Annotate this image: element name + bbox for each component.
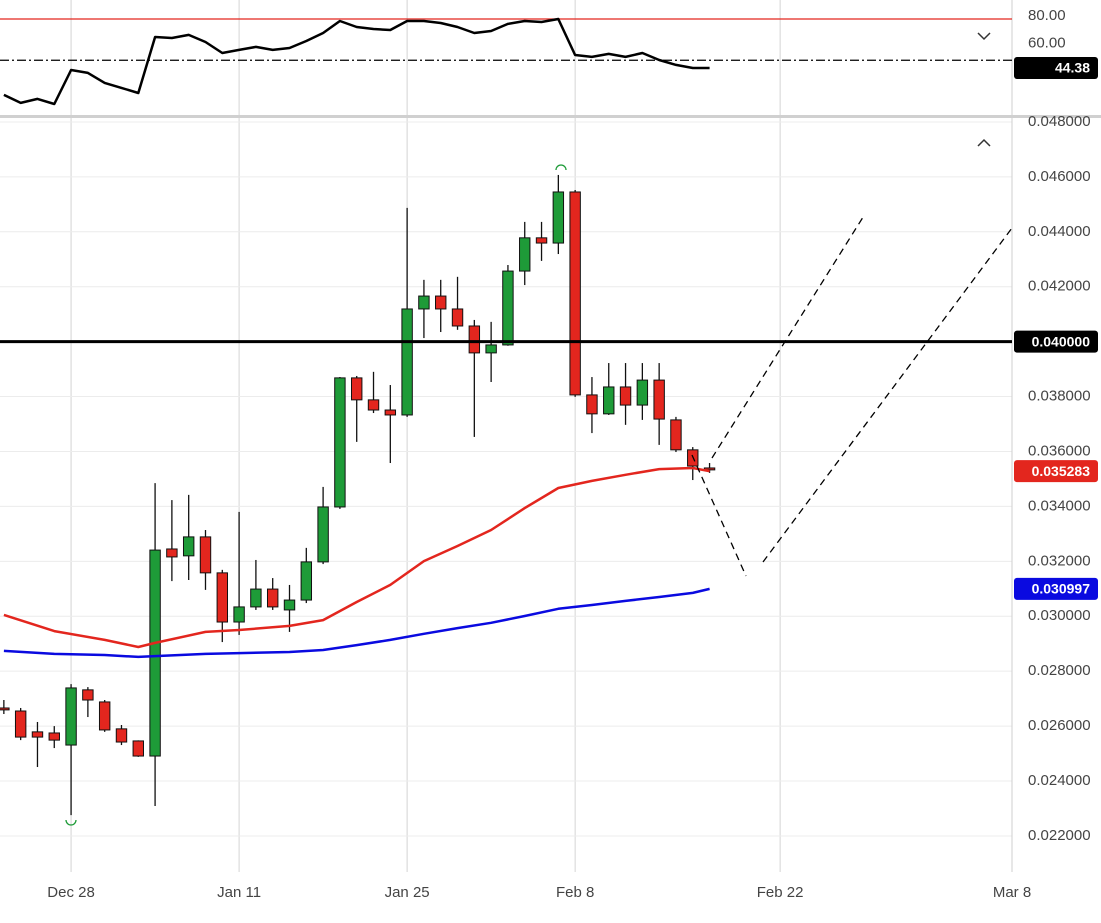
x-tick-label: Feb 22 xyxy=(757,884,804,901)
candle-body xyxy=(401,308,413,416)
y-tick-label: 0.022000 xyxy=(1028,827,1091,844)
y-tick-label: 0.048000 xyxy=(1028,113,1091,130)
y-tick-label: 0.026000 xyxy=(1028,717,1091,734)
last-value-label-bg xyxy=(1014,56,1098,79)
candle-body xyxy=(367,399,380,411)
candle-body xyxy=(98,701,111,731)
trend-line xyxy=(711,213,866,459)
y-tick-label: 0.036000 xyxy=(1028,442,1091,459)
candle-body xyxy=(132,740,144,757)
y-tick-label: 0.038000 xyxy=(1028,388,1091,405)
candle-body xyxy=(418,295,430,310)
candle-body xyxy=(82,689,94,701)
y-tick-label: 0.032000 xyxy=(1028,552,1091,569)
last-value-label-bg xyxy=(1014,577,1098,600)
last-value-label: 0.035283 xyxy=(1032,463,1091,479)
rsi-line xyxy=(3,17,710,106)
x-tick-label: Dec 28 xyxy=(47,884,95,901)
candle-body xyxy=(250,588,262,608)
y-tick-label: 0.030000 xyxy=(1028,607,1091,624)
candle-body xyxy=(182,536,195,557)
moving-average-line xyxy=(3,587,710,659)
y-tick-label: 60.00 xyxy=(1028,34,1066,51)
candle-body xyxy=(199,536,212,574)
y-tick-label: 0.024000 xyxy=(1028,772,1091,789)
collapse-button[interactable] xyxy=(977,138,991,147)
candle-body xyxy=(569,191,581,396)
y-tick-label: 0.044000 xyxy=(1028,223,1091,240)
plot-layer xyxy=(0,17,1012,816)
candle-body xyxy=(48,732,60,741)
x-tick-label: Feb 8 xyxy=(556,884,594,901)
candle-body xyxy=(216,572,229,623)
candle-body xyxy=(334,377,346,508)
candle-body xyxy=(535,237,548,244)
trend-line xyxy=(691,454,747,577)
level-label: 0.040000 xyxy=(1032,333,1091,349)
candle-body xyxy=(317,506,329,563)
y-tick-label: 0.046000 xyxy=(1028,168,1091,185)
candle-body xyxy=(149,549,161,757)
level-label-bg xyxy=(1014,330,1098,353)
last-value-label-bg xyxy=(1014,460,1098,483)
trend-line xyxy=(762,227,1013,563)
candle-body xyxy=(166,548,178,558)
candle-body xyxy=(435,295,447,310)
candle-body xyxy=(502,270,514,346)
panel-separator xyxy=(0,115,1101,118)
candle-body xyxy=(703,467,716,471)
candle-body xyxy=(384,409,397,416)
candle-body xyxy=(451,308,464,327)
candle-body xyxy=(283,599,296,611)
candle-body xyxy=(619,386,632,406)
axis-layer: 60.00 80.00 44.38 0.022000 0.024000 0.026000 0… xyxy=(47,7,1098,901)
y-tick-label: 0.042000 xyxy=(1028,278,1091,295)
candle-body xyxy=(603,386,615,415)
drawings xyxy=(691,213,1013,577)
candle-body xyxy=(115,728,128,743)
y-tick-label: 80.00 xyxy=(1028,7,1066,24)
candle-body xyxy=(31,731,44,738)
y-tick-label: 0.028000 xyxy=(1028,662,1091,679)
candle-body xyxy=(65,687,77,746)
candle-body xyxy=(552,191,565,244)
candle-body xyxy=(670,419,682,451)
moving-average-line xyxy=(3,466,710,649)
high-marker xyxy=(555,164,567,171)
candle-body xyxy=(300,561,313,601)
last-value-label: 0.030997 xyxy=(1032,581,1091,597)
candle-body xyxy=(0,707,10,711)
candle-body xyxy=(586,394,598,415)
candle-body xyxy=(468,325,481,354)
low-marker xyxy=(65,819,77,826)
candle-body xyxy=(233,606,245,623)
candle-body xyxy=(636,379,649,406)
candle-body xyxy=(351,377,363,401)
y-tick-label: 0.034000 xyxy=(1028,497,1091,514)
x-tick-label: Mar 8 xyxy=(993,884,1031,901)
candle-body xyxy=(485,344,497,354)
last-value-label: 44.38 xyxy=(1055,60,1090,76)
candle-body xyxy=(266,588,279,608)
candle-body xyxy=(14,710,27,738)
x-tick-label: Jan 25 xyxy=(385,884,430,901)
candle-body xyxy=(519,237,531,272)
x-tick-label: Jan 11 xyxy=(217,884,261,901)
collapse-button[interactable] xyxy=(977,32,991,41)
candle-body xyxy=(653,379,665,420)
